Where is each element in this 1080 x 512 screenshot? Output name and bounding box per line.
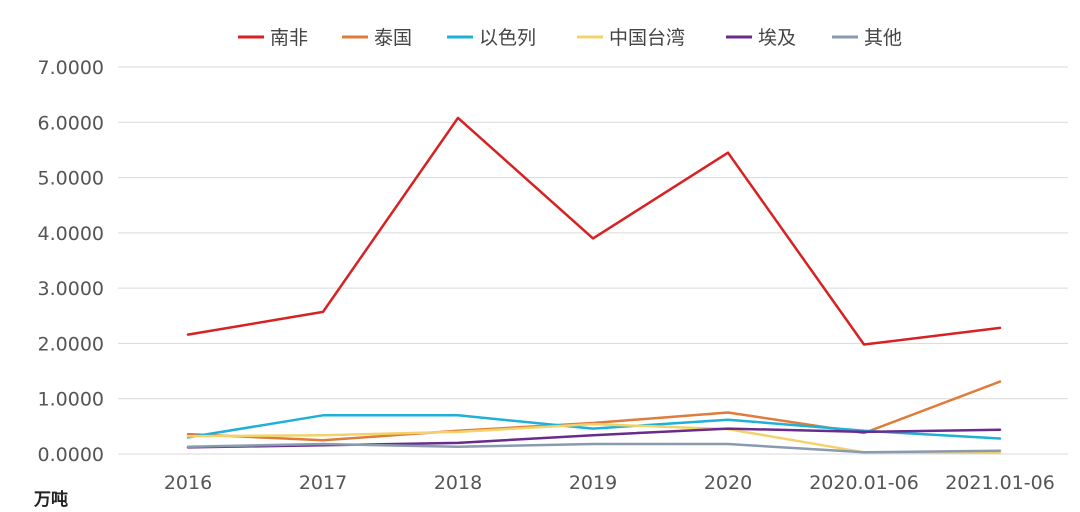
x-tick-label: 2020.01-06: [809, 472, 919, 494]
legend-item: 其他: [832, 27, 902, 49]
x-tick-label: 2018: [434, 472, 482, 494]
x-tick-label: 2020: [704, 472, 752, 494]
legend-item: 泰国: [342, 27, 412, 49]
y-tick-label: 2.0000: [38, 333, 104, 355]
y-tick-label: 0.0000: [38, 444, 104, 466]
x-tick-label: 2021.01-06: [945, 472, 1055, 494]
legend-label: 南非: [270, 27, 308, 49]
y-axis-ticks: 0.0000 1.0000 2.0000 3.0000 4.0000 5.0000 6.00…: [38, 57, 104, 466]
x-tick-label: 2016: [164, 472, 212, 494]
x-axis-ticks: 2016 2017 2018 2019 2020 2020.01-06 2021.01-06: [164, 472, 1055, 494]
legend-item: 埃及: [726, 27, 796, 49]
y-tick-label: 7.0000: [38, 57, 104, 79]
legend-label: 泰国: [374, 27, 412, 49]
grid-layer: [118, 66, 1068, 455]
unit-label: 万吨: [33, 489, 68, 510]
legend-label: 中国台湾: [609, 27, 685, 49]
x-tick-label: 2019: [569, 472, 617, 494]
series-line-0: [186, 116, 1002, 346]
legend-label: 埃及: [758, 27, 796, 49]
x-tick-label: 2017: [299, 472, 347, 494]
y-tick-label: 4.0000: [38, 223, 104, 245]
y-tick-label: 6.0000: [38, 112, 104, 134]
y-tick-label: 3.0000: [38, 278, 104, 300]
legend-label: 以色列: [479, 27, 536, 49]
series-line-5: [186, 442, 1002, 454]
legend-item: 以色列: [447, 27, 536, 49]
legend: 南非 泰国 以色列 中国台湾 埃及 其他: [238, 27, 902, 49]
legend-label: 其他: [864, 27, 902, 49]
series-layer: [186, 116, 1002, 455]
legend-item: 南非: [238, 27, 308, 49]
legend-item: 中国台湾: [577, 27, 685, 49]
y-tick-label: 1.0000: [38, 389, 104, 411]
y-tick-label: 5.0000: [38, 168, 104, 190]
